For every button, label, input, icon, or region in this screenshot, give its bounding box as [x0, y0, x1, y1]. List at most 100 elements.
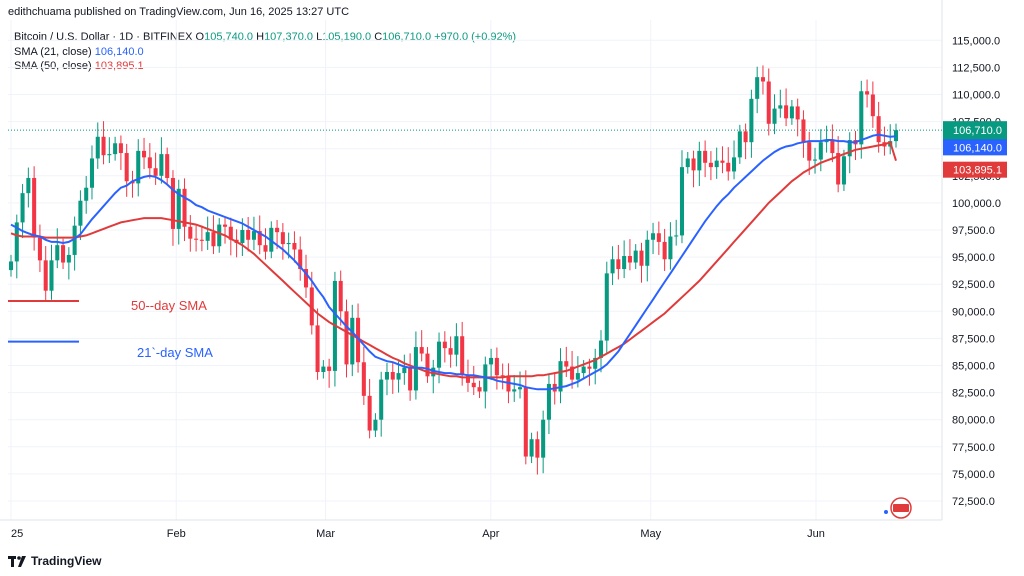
candle-body [14, 222, 19, 262]
candle-body [222, 224, 228, 227]
tradingview-footer[interactable]: TradingView [8, 554, 101, 568]
candle-body [118, 143, 123, 154]
candle-body [703, 150, 708, 163]
candle-body [8, 261, 14, 271]
candle-body [732, 157, 737, 172]
candle-body [714, 160, 719, 168]
candle-body [471, 382, 476, 388]
candle-body [367, 395, 372, 431]
annotation-50day: 50--day SMA [131, 298, 207, 313]
candle-body [136, 150, 141, 184]
candle-body [529, 439, 534, 457]
candle-body [419, 347, 424, 354]
sma21-value: 106,140.0 [94, 45, 144, 58]
sma21-row[interactable]: SMA (21, close) 106,140.0 [14, 45, 516, 60]
events-flag-icon-fill [893, 504, 909, 512]
tradingview-logo-icon [8, 555, 26, 567]
y-tick-label: 75,000.0 [952, 469, 995, 481]
candle-body [211, 232, 216, 247]
candle-body [679, 167, 685, 236]
candle-body [199, 239, 204, 241]
candle-body [778, 105, 783, 109]
candle-body [228, 226, 233, 240]
candle-body [165, 154, 170, 178]
candle-body [176, 188, 181, 229]
y-tick-label: 72,500.0 [952, 496, 995, 508]
candle-body [257, 231, 262, 246]
candle-body [55, 245, 60, 261]
candle-body [292, 243, 297, 250]
candle-body [465, 375, 470, 383]
x-tick-label: Feb [167, 528, 186, 540]
candle-body [303, 269, 309, 288]
candle-body [321, 366, 326, 373]
sma21-line [10, 133, 897, 391]
open-label: O [195, 31, 205, 43]
candle-body [142, 150, 147, 158]
candle-body [448, 348, 453, 355]
candle-body [610, 259, 615, 274]
y-tick-label: 92,500.0 [952, 279, 995, 291]
candle-body [645, 239, 650, 266]
events-dot-icon [884, 510, 888, 514]
candle-body [494, 357, 499, 376]
candle-body [72, 225, 77, 255]
candle-body [824, 140, 829, 143]
candle-body [830, 140, 835, 154]
candle-body [159, 154, 164, 176]
y-tick-label: 82,500.0 [952, 388, 995, 400]
sma50-row[interactable]: SMA (50, close) 103,895.1 [14, 59, 516, 74]
candle-body [789, 106, 794, 119]
candle-body [697, 150, 702, 171]
candle-body [622, 256, 627, 270]
candle-body [309, 287, 314, 326]
candle-body [506, 376, 511, 392]
candle-body [390, 372, 395, 380]
candle-body [147, 157, 152, 169]
candle-body [847, 140, 852, 157]
candle-body [402, 367, 407, 374]
sma50-price-tag [943, 161, 1007, 178]
candle-body [107, 154, 112, 156]
y-tick-label: 100,000.0 [952, 198, 1001, 210]
candle-body [893, 130, 899, 142]
candle-body [442, 341, 447, 349]
candle-body [598, 340, 604, 358]
candle-body [170, 177, 175, 229]
y-tick-label: 77,500.0 [952, 442, 995, 454]
x-tick-label: May [640, 528, 661, 540]
candle-body [743, 131, 748, 143]
candle-body [685, 158, 690, 168]
y-tick-label: 87,500.0 [952, 333, 995, 345]
candle-body [593, 357, 598, 369]
candle-body [356, 317, 361, 363]
candle-body [344, 311, 349, 365]
candle-body [153, 168, 158, 176]
sma21-label: SMA (21, close) [14, 45, 92, 58]
candle-body [755, 77, 760, 99]
y-tick-label: 112,500.0 [952, 62, 1000, 74]
candle-body [818, 142, 823, 160]
candle-body [89, 158, 95, 188]
candle-body [338, 280, 343, 312]
candle-body [662, 241, 667, 260]
sma21-price-label: 106,140.0 [953, 142, 1002, 154]
candle-body [361, 362, 366, 396]
current-price-label: 106,710.0 [953, 125, 1002, 137]
tradingview-brand: TradingView [31, 554, 102, 568]
candle-body [546, 383, 551, 420]
y-tick-label: 110,000.0 [952, 90, 1000, 102]
candle-body [772, 108, 777, 124]
candle-body [396, 373, 401, 380]
candle-body [182, 188, 187, 227]
annotation-21day: 21`-day SMA [137, 345, 213, 360]
candle-body [737, 131, 742, 158]
candle-body [460, 336, 465, 376]
candle-body [604, 273, 609, 341]
candle-body [616, 259, 621, 270]
candle-body [251, 231, 256, 240]
candle-body [558, 361, 563, 392]
candle-body [61, 245, 66, 263]
y-tick-label: 97,500.0 [952, 225, 995, 237]
